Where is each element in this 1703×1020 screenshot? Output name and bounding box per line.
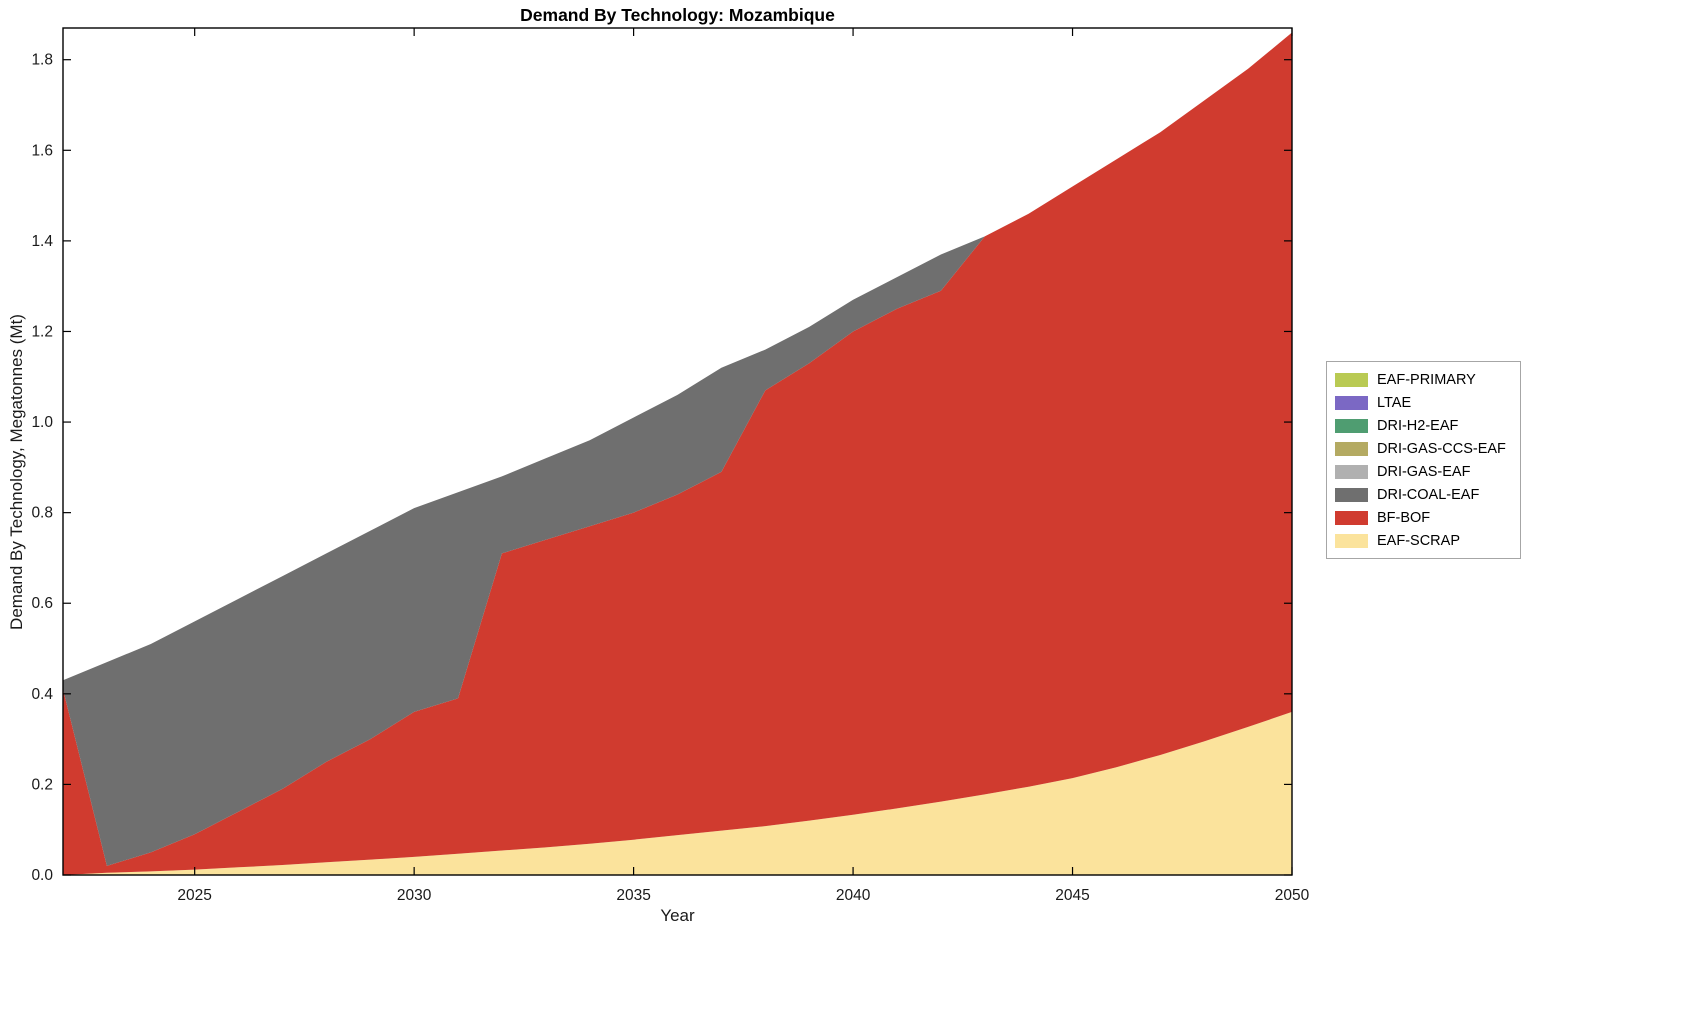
y-tick-label: 0.4 bbox=[31, 686, 53, 703]
y-tick-label: 1.8 bbox=[31, 52, 53, 69]
x-tick-label: 2035 bbox=[616, 887, 650, 904]
y-tick-label: 0.0 bbox=[31, 867, 53, 884]
y-tick-label: 0.2 bbox=[31, 776, 53, 793]
area-dri-coal-eaf bbox=[63, 32, 1292, 866]
legend: EAF-PRIMARY LTAE DRI-H2-EAF DRI-GAS-CCS-EAF… bbox=[1326, 361, 1521, 559]
y-tick-label: 1.6 bbox=[31, 142, 53, 159]
legend-item-eaf-scrap: EAF-SCRAP bbox=[1335, 531, 1506, 550]
area-bf-bof bbox=[63, 32, 1292, 875]
x-tick-label: 2040 bbox=[836, 887, 871, 904]
legend-label: DRI-GAS-CCS-EAF bbox=[1377, 440, 1506, 457]
legend-swatch bbox=[1335, 418, 1368, 433]
chart-title: Demand By Technology: Mozambique bbox=[520, 5, 835, 25]
legend-swatch bbox=[1335, 533, 1368, 548]
legend-label: EAF-PRIMARY bbox=[1377, 371, 1476, 388]
plot-border bbox=[62, 27, 1293, 876]
y-axis-label: Demand By Technology, Megatonnes (Mt) bbox=[7, 314, 26, 630]
x-axis-label: Year bbox=[660, 906, 695, 925]
legend-item-dri-gas-ccs-eaf: DRI-GAS-CCS-EAF bbox=[1335, 439, 1506, 458]
legend-item-dri-h2-eaf: DRI-H2-EAF bbox=[1335, 416, 1506, 435]
x-tick-label: 2050 bbox=[1275, 887, 1310, 904]
legend-label: DRI-GAS-EAF bbox=[1377, 463, 1471, 480]
legend-item-dri-gas-eaf: DRI-GAS-EAF bbox=[1335, 462, 1506, 481]
legend-item-eaf-primary: EAF-PRIMARY bbox=[1335, 370, 1506, 389]
legend-swatch bbox=[1335, 372, 1368, 387]
legend-label: DRI-H2-EAF bbox=[1377, 417, 1459, 434]
legend-item-dri-coal-eaf: DRI-COAL-EAF bbox=[1335, 485, 1506, 504]
x-tick-label: 2045 bbox=[1055, 887, 1089, 904]
y-tick-label: 1.4 bbox=[31, 233, 53, 250]
legend-label: DRI-COAL-EAF bbox=[1377, 486, 1480, 503]
legend-swatch bbox=[1335, 487, 1368, 502]
legend-item-bf-bof: BF-BOF bbox=[1335, 508, 1506, 527]
y-tick-label: 1.2 bbox=[31, 323, 53, 340]
y-tick-label: 0.6 bbox=[31, 595, 53, 612]
legend-swatch bbox=[1335, 510, 1368, 525]
y-tick-label: 0.8 bbox=[31, 505, 53, 522]
x-tick-label: 2025 bbox=[177, 887, 211, 904]
legend-swatch bbox=[1335, 395, 1368, 410]
legend-label: EAF-SCRAP bbox=[1377, 532, 1460, 549]
area-eaf-scrap bbox=[63, 711, 1292, 875]
legend-label: BF-BOF bbox=[1377, 509, 1431, 526]
x-tick-label: 2030 bbox=[397, 887, 432, 904]
legend-label: LTAE bbox=[1377, 394, 1412, 411]
legend-swatch bbox=[1335, 441, 1368, 456]
legend-swatch bbox=[1335, 464, 1368, 479]
legend-item-ltae: LTAE bbox=[1335, 393, 1506, 412]
y-tick-label: 1.0 bbox=[31, 414, 53, 431]
